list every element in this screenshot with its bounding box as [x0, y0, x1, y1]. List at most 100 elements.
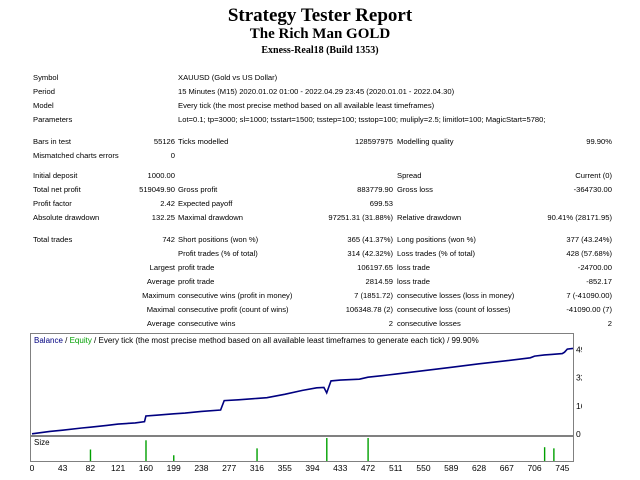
average-loss-trade-label: loss trade: [397, 277, 430, 286]
x-tick-label: 667: [500, 463, 514, 473]
x-tick-label: 394: [305, 463, 319, 473]
consecutive-wins-money-value: 7 (1851.72): [354, 291, 393, 300]
x-tick-label: 511: [389, 463, 403, 473]
largest-profit-trade-label: profit trade: [178, 263, 215, 272]
parameters-value: Lot=0.1; tp=3000; sl=1000; tsstart=1500;…: [178, 115, 546, 124]
maximal-label: Maximal: [146, 305, 175, 314]
size-label: Size: [34, 438, 50, 447]
size-bar: [553, 448, 555, 461]
avg-consecutive-wins-label: consecutive wins: [178, 319, 236, 328]
x-tick-label: 706: [527, 463, 541, 473]
maximal-drawdown-value: 97251.31 (31.88%): [328, 213, 393, 222]
ticks-label: Ticks modelled: [178, 137, 229, 146]
gross-profit-label: Gross profit: [178, 185, 218, 194]
average-profit-trade-label: profit trade: [178, 277, 215, 286]
size-bar: [89, 449, 92, 461]
largest-label: Largest: [149, 263, 175, 272]
x-tick-label: 43: [58, 463, 68, 473]
short-positions-label: Short positions (won %): [178, 235, 259, 244]
ticks-value: 128597975: [354, 137, 393, 146]
main-plot-frame: [30, 333, 574, 436]
x-tick-label: 550: [416, 463, 430, 473]
x-tick-label: 589: [444, 463, 458, 473]
relative-drawdown-label: Relative drawdown: [397, 213, 462, 222]
x-tick-label: 160: [139, 463, 153, 473]
average-consecutive-label: Average: [146, 319, 175, 328]
deposit-label: Initial deposit: [33, 171, 78, 180]
server-build: Exness-Real18 (Build 1353): [261, 45, 379, 56]
expected-payoff-label: Expected payoff: [178, 199, 233, 208]
net-profit-value: 519049.90: [139, 185, 175, 194]
average-label: Average: [146, 277, 175, 286]
relative-drawdown-value: 90.41% (28171.95): [547, 213, 612, 222]
profit-trades-value: 314 (42.32%): [347, 249, 393, 258]
chart-legend: Balance / Equity / Every tick (the most …: [34, 336, 479, 345]
consecutive-loss-count-label: consecutive loss (count of losses): [397, 305, 511, 314]
mismatched-label: Mismatched charts errors: [33, 151, 119, 160]
profit-trades-label: Profit trades (% of total): [178, 249, 258, 258]
legend-separator: /: [63, 336, 70, 345]
size-bar: [145, 440, 147, 461]
average-loss-value: -852.17: [586, 277, 612, 286]
size-bar: [173, 455, 175, 461]
quality-value: 99.90%: [586, 137, 612, 146]
x-tick-label: 628: [472, 463, 486, 473]
loss-trades-value: 428 (57.68%): [566, 249, 612, 258]
consecutive-profit-count-label: consecutive profit (count of wins): [178, 305, 289, 314]
gross-loss-label: Gross loss: [397, 185, 433, 194]
size-plot-frame: [30, 436, 574, 462]
avg-consecutive-losses-label: consecutive losses: [397, 319, 461, 328]
consecutive-wins-money-label: consecutive wins (profit in money): [178, 291, 293, 300]
balance-chart: Balance / Equity / Every tick (the most …: [30, 333, 582, 473]
legend-description: / Every tick (the most precise method ba…: [92, 336, 479, 345]
symbol-label: Symbol: [33, 73, 59, 82]
total-trades-value: 742: [162, 235, 175, 244]
bars-value: 55126: [153, 137, 175, 146]
expected-payoff-value: 699.53: [369, 199, 393, 208]
x-tick-label: 0: [30, 463, 35, 473]
size-bar: [367, 438, 369, 461]
maximum-label: Maximum: [142, 291, 175, 300]
x-tick-label: 82: [86, 463, 96, 473]
legend-balance: Balance: [34, 336, 63, 345]
spread-label: Spread: [397, 171, 422, 180]
x-tick-label: 433: [333, 463, 347, 473]
size-bar: [543, 447, 546, 461]
balance-line: [31, 347, 574, 435]
y-tick-label: 0: [576, 429, 581, 439]
consecutive-profit-count-value: 106348.78 (2): [345, 305, 393, 314]
long-positions-value: 377 (43.24%): [566, 235, 612, 244]
spread-value: Current (0): [575, 171, 612, 180]
maximal-drawdown-label: Maximal drawdown: [178, 213, 243, 222]
x-tick-label: 238: [194, 463, 208, 473]
gross-loss-value: -364730.00: [573, 185, 612, 194]
x-tick-label: 199: [167, 463, 181, 473]
x-tick-label: 121: [111, 463, 125, 473]
report-title: Strategy Tester Report: [227, 5, 413, 26]
y-tick-label: 329410: [576, 373, 582, 383]
absolute-drawdown-label: Absolute drawdown: [33, 213, 100, 222]
largest-loss-value: -24700.00: [577, 263, 612, 272]
avg-consecutive-wins-value: 2: [388, 319, 393, 328]
profit-factor-value: 2.42: [160, 199, 175, 208]
average-profit-value: 2814.59: [365, 277, 393, 286]
period-label: Period: [33, 87, 55, 96]
long-positions-label: Long positions (won %): [397, 235, 476, 244]
y-tick-label: 494115: [576, 344, 582, 354]
symbol-value: XAUUSD (Gold vs US Dollar): [178, 73, 278, 82]
mismatched-value: 0: [170, 151, 175, 160]
profit-factor-label: Profit factor: [33, 199, 72, 208]
total-trades-label: Total trades: [33, 235, 73, 244]
parameters-label: Parameters: [33, 115, 73, 124]
largest-loss-trade-label: loss trade: [397, 263, 430, 272]
gross-profit-value: 883779.90: [357, 185, 393, 194]
net-profit-label: Total net profit: [33, 185, 81, 194]
short-positions-value: 365 (41.37%): [347, 235, 393, 244]
x-tick-label: 277: [222, 463, 236, 473]
loss-trades-label: Loss trades (% of total): [397, 249, 476, 258]
deposit-value: 1000.00: [147, 171, 175, 180]
model-value: Every tick (the most precise method base…: [178, 101, 435, 110]
consecutive-losses-money-value: 7 (-41090.00): [566, 291, 612, 300]
period-value: 15 Minutes (M15) 2020.01.02 01:00 - 2022…: [178, 87, 455, 96]
consecutive-loss-count-value: -41090.00 (7): [566, 305, 612, 314]
